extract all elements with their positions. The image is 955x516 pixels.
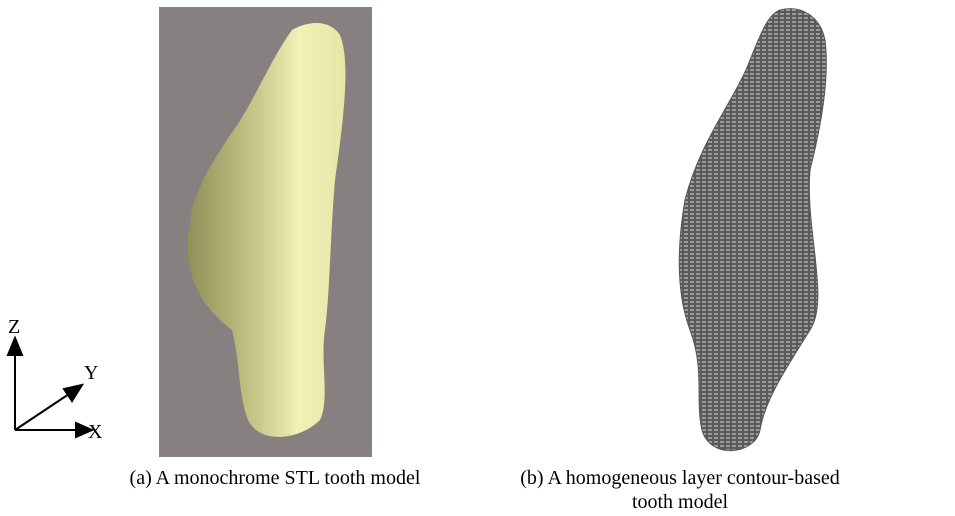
stl-tooth [187, 23, 346, 437]
caption: (b) A homogeneous layer contour-based to… [520, 467, 840, 513]
axes-glyph [6, 335, 95, 439]
axis-x: X [88, 421, 103, 443]
axis-z: Z [8, 316, 20, 338]
axis-y: Y [84, 362, 98, 384]
caption: (a) A monochrome STL tooth model [129, 467, 421, 489]
layer-tooth [678, 8, 827, 452]
